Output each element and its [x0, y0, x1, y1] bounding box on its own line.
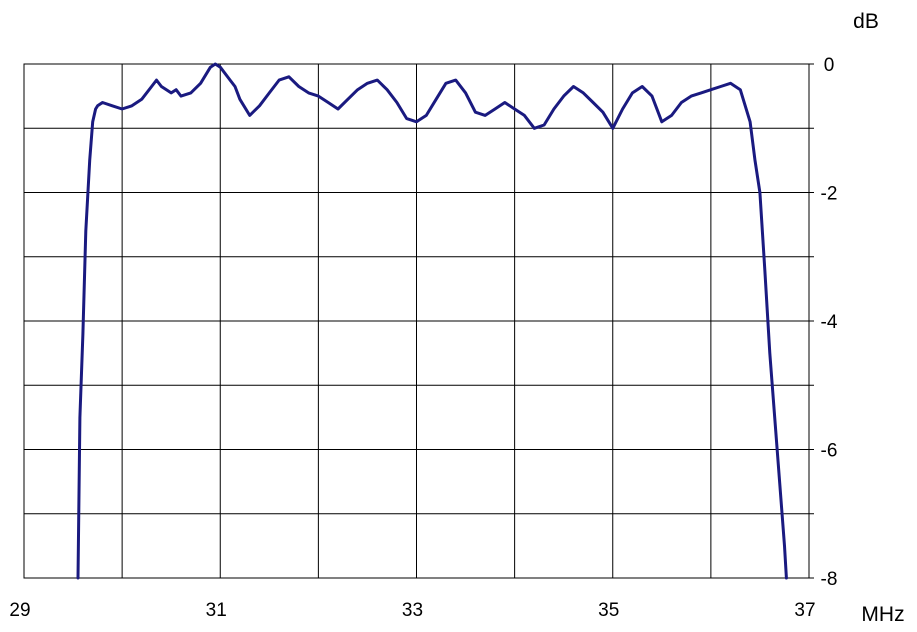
x-tick-labels: 29 31 33 35 37 [9, 600, 815, 621]
x-tick-label: 31 [206, 600, 227, 621]
x-tick-label: 35 [598, 600, 619, 621]
y-tick-label: -8 [821, 569, 838, 590]
y-tick-label: -6 [821, 441, 838, 462]
y-tick-label: -4 [821, 312, 838, 333]
y-tick-labels: 0 -2 -4 -6 -8 [821, 55, 838, 590]
y-axis-unit-label: dB [853, 10, 879, 33]
y-tick-label: 0 [824, 55, 835, 76]
series-line [76, 62, 788, 580]
x-tick-label: 33 [402, 600, 423, 621]
x-tick-label: 29 [9, 600, 30, 621]
grid [23, 63, 814, 579]
y-tick-label: -2 [821, 184, 838, 205]
plot-frame [23, 63, 810, 579]
x-axis-unit-label: MHz [861, 603, 904, 626]
x-tick-label: 37 [794, 600, 815, 621]
